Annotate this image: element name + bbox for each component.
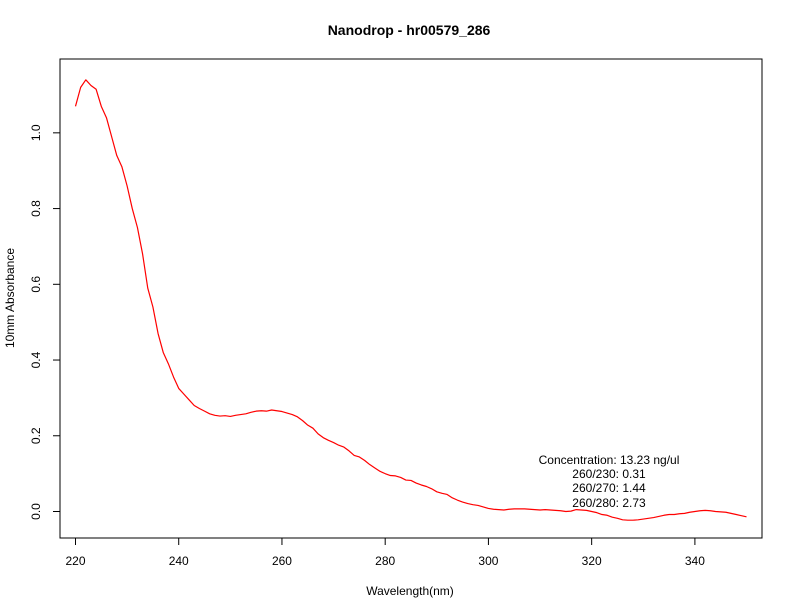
y-axis: 0.0 0.2 0.4 0.6 0.8 1.0	[29, 124, 61, 520]
ratio-260-270-annotation: 260/270: 1.44	[572, 481, 646, 495]
series-layer	[74, 79, 747, 521]
y-tick-label: 0.8	[29, 200, 43, 217]
y-tick-label: 0.6	[29, 276, 43, 293]
chart-title: Nanodrop - hr00579_286	[328, 22, 491, 38]
y-tick-label: 0.0	[29, 503, 43, 520]
annotation-block: Concentration: 13.23 ng/ul 260/230: 0.31…	[539, 453, 680, 510]
y-axis-label: 10mm Absorbance	[3, 248, 17, 348]
x-tick-label: 340	[685, 554, 705, 568]
x-tick-label: 240	[169, 554, 189, 568]
ratio-260-230-annotation: 260/230: 0.31	[572, 467, 646, 481]
x-tick-label: 320	[582, 554, 602, 568]
ratio-260-280-annotation: 260/280: 2.73	[572, 496, 646, 510]
x-axis: 220 240 260 280 300 320 340	[65, 537, 705, 568]
concentration-annotation: Concentration: 13.23 ng/ul	[539, 453, 680, 467]
x-tick-label: 260	[272, 554, 292, 568]
x-tick-label: 220	[65, 554, 85, 568]
x-tick-label: 280	[375, 554, 395, 568]
y-tick-label: 0.2	[29, 427, 43, 444]
x-axis-label: Wavelength(nm)	[366, 584, 454, 598]
y-tick-label: 1.0	[29, 124, 43, 141]
x-tick-label: 300	[478, 554, 498, 568]
absorbance-series-line	[74, 79, 747, 521]
y-tick-label: 0.4	[29, 351, 43, 368]
